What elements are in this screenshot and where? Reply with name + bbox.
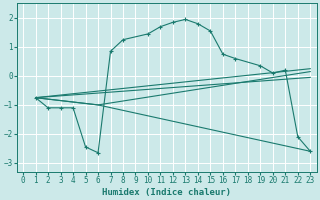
X-axis label: Humidex (Indice chaleur): Humidex (Indice chaleur) (102, 188, 231, 197)
